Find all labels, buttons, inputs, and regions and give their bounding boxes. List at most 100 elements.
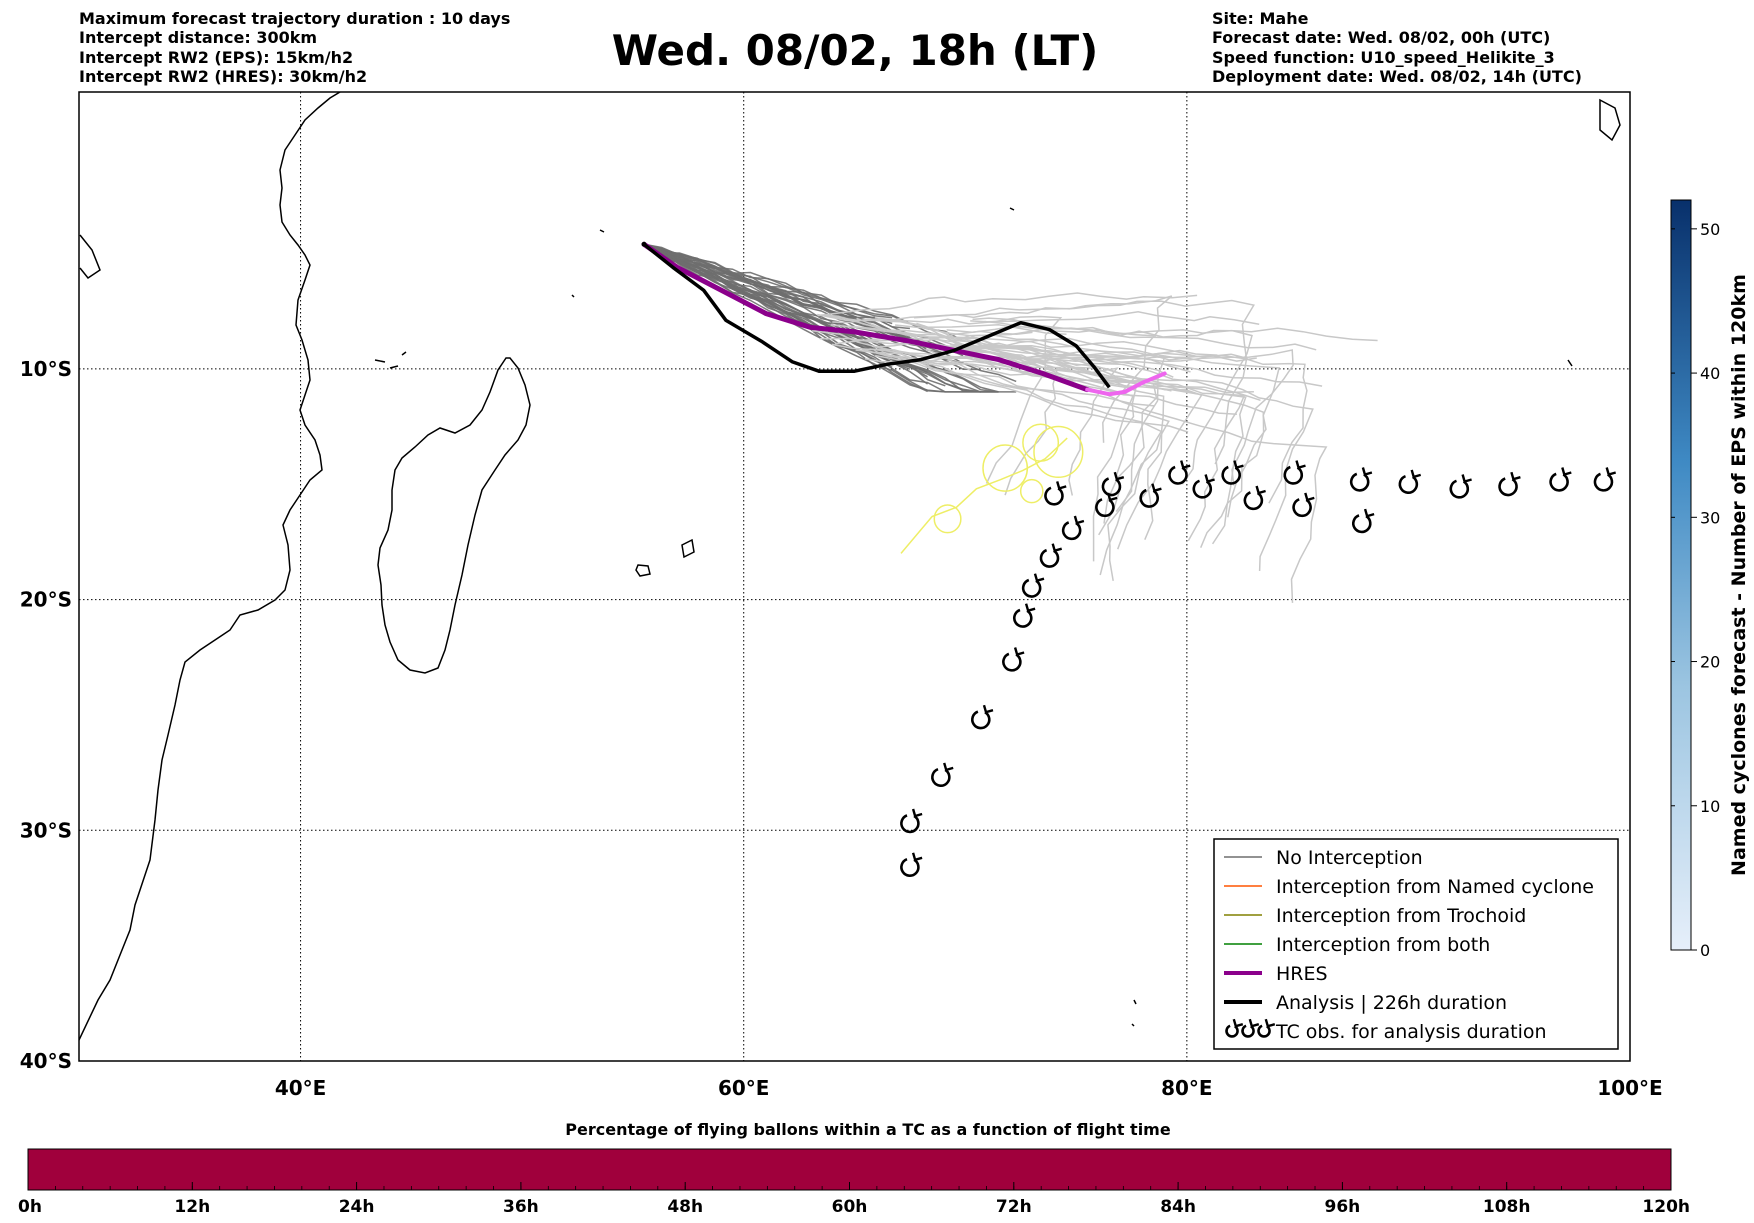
tc-obs-marker (1013, 603, 1036, 628)
legend-box (1213, 838, 1619, 1050)
legend-label: Analysis | 226h duration (1276, 992, 1507, 1014)
tc-obs-marker (1139, 483, 1162, 508)
eps-track-light (831, 343, 1135, 562)
eps-track-light (812, 330, 1155, 407)
colorbar-bottom-tick-label: 24h (339, 1197, 375, 1217)
tc-obs-marker (1061, 515, 1085, 541)
tc-obs-marker (1168, 460, 1191, 485)
tc-obs-marker (1498, 471, 1521, 497)
analysis-track (642, 242, 1111, 389)
trochoid-loop (1033, 425, 1084, 479)
eps-track-light (819, 337, 1121, 366)
header-left: Maximum forecast trajectory duration : 1… (79, 9, 510, 86)
legend-tc-icon (1225, 1018, 1244, 1038)
colorbar-bottom-tick-label: 96h (1325, 1197, 1361, 1217)
colorbar-right-tick-label: 10 (1700, 797, 1720, 816)
legend-item: Interception from both (1224, 934, 1490, 956)
legend: No Interception Interception from Named c… (1213, 838, 1619, 1050)
colorbar-right-tick-label: 0 (1700, 941, 1710, 960)
eps-track-light (817, 292, 1198, 317)
header-left-line: Maximum forecast trajectory duration : 1… (79, 9, 510, 28)
lat-tick-label: 10°S (20, 357, 72, 381)
lat-tick-label: 20°S (20, 588, 72, 612)
trochoid-loop (1019, 478, 1044, 504)
legend-item: HRES (1224, 963, 1328, 985)
madagascar-coastline (377, 357, 531, 674)
colorbar-bottom-tick-label: 72h (996, 1197, 1032, 1217)
header-right-line: Speed function: U10_speed_Helikite_3 (1212, 48, 1555, 67)
colorbar-right-bar (1670, 199, 1692, 951)
legend-items: No Interception Interception from Named c… (1224, 847, 1594, 1043)
eps-track-dark (643, 243, 999, 393)
colorbar-bottom-tick-label: 60h (832, 1197, 868, 1217)
mauritius-coastline (681, 538, 695, 559)
lat-tick-label: 40°S (20, 1049, 72, 1073)
eps-track-light (970, 311, 1260, 326)
eps-tracks (643, 243, 1378, 603)
header-left-line: Intercept RW2 (EPS): 15km/h2 (79, 48, 353, 67)
hres-track-line (641, 241, 1090, 393)
lon-tick-label: 60°E (718, 1076, 770, 1100)
africa-coastline (79, 92, 341, 1041)
colorbar-bottom-ticks: 0h 12h 24h 36h 48h 60h 72h 84h 96h 108h 120h (18, 1182, 1690, 1217)
trochoid-loop (933, 504, 962, 534)
coastlines (79, 92, 1621, 1041)
eps-track-dark (643, 243, 964, 365)
tc-obs-marker (1593, 467, 1617, 492)
tc-obs-marker (1101, 471, 1125, 497)
header-right: Site: Mahe Forecast date: Wed. 08/02, 00… (1212, 9, 1582, 86)
eps-track-light (983, 344, 1323, 387)
hres-track-tail (1085, 371, 1167, 397)
legend-tc-icon (1257, 1018, 1276, 1038)
legend-label: No Interception (1276, 847, 1423, 869)
tc-obs-marker (1243, 485, 1266, 511)
analysis-track-line (642, 242, 1111, 389)
colorbar-right-label: Named cyclones forecast - Number of EPS … (1728, 274, 1750, 876)
tc-obs-marker (1549, 467, 1572, 492)
colorbar-bottom-tick-label: 36h (503, 1197, 539, 1217)
tc-obs-marker (1349, 467, 1373, 492)
lat-tick-label: 30°S (20, 818, 72, 842)
legend-item: Interception from Trochoid (1224, 905, 1526, 927)
eps-track-light (856, 317, 1158, 524)
tc-obs-marker (1283, 460, 1306, 485)
header-left-line: Intercept distance: 300km (79, 28, 317, 47)
colorbar-right-tick-label: 20 (1700, 653, 1720, 672)
eps-track-light (834, 330, 1033, 345)
legend-tc-icon (1241, 1018, 1260, 1038)
legend-item: Interception from Named cyclone (1224, 876, 1594, 898)
eps-track-light (925, 348, 1265, 548)
header-left-line: Intercept RW2 (HRES): 30km/h2 (79, 67, 367, 86)
legend-label: Interception from Named cyclone (1276, 876, 1594, 898)
tc-obs-marker (1398, 469, 1422, 494)
legend-item: TC obs. for analysis duration (1225, 1018, 1547, 1043)
tc-obs-marker (1002, 647, 1025, 672)
colorbar-bottom-tick-label: 120h (1642, 1197, 1690, 1217)
header-right-line: Site: Mahe (1212, 9, 1309, 28)
tc-obs-marker (1044, 481, 1067, 506)
legend-label: TC obs. for analysis duration (1275, 1021, 1547, 1043)
colorbar-bottom-tick-label: 48h (667, 1197, 703, 1217)
colorbar-right-tick-label: 30 (1700, 508, 1720, 527)
eps-track-light (832, 295, 1173, 443)
legend-label: Interception from both (1276, 934, 1490, 956)
tc-obs-marker (1021, 573, 1045, 598)
tc-obs-marker (931, 762, 954, 787)
tc-obs-marker (1039, 543, 1063, 568)
colorbar-right: 0 10 20 30 40 50 Named cyclones forecast - Nu… (1670, 199, 1750, 960)
legend-label: HRES (1276, 963, 1328, 985)
reunion-coastline (635, 564, 651, 577)
legend-item: No Interception (1224, 847, 1423, 869)
sri-lanka-coastline (1599, 98, 1621, 142)
axis-labels: 40°E 60°E 80°E 100°E 10°S 20°S 30°S 40°S (20, 357, 1663, 1100)
tc-obs-marker (1449, 474, 1472, 499)
header-right-line: Deployment date: Wed. 08/02, 14h (UTC) (1212, 67, 1582, 86)
eps-track-light (951, 340, 1246, 542)
site-marker (641, 241, 647, 247)
colorbar-right-tick-label: 40 (1700, 364, 1720, 383)
tc-obs-marker (971, 704, 994, 730)
colorbar-bottom-tick-label: 84h (1160, 1197, 1196, 1217)
legend-item: Analysis | 226h duration (1224, 992, 1507, 1014)
tc-obs-marker (1221, 460, 1244, 485)
island-chain (571, 207, 1573, 1027)
